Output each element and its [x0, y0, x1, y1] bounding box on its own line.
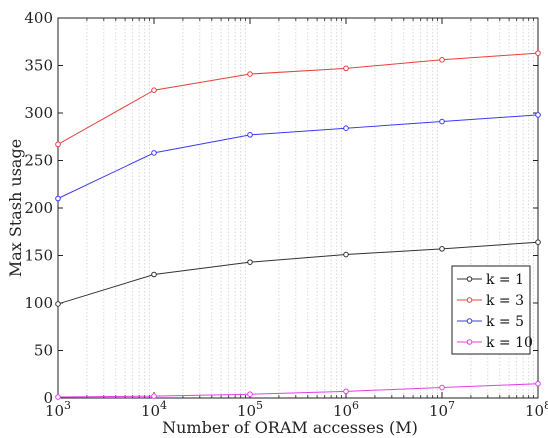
data-point — [151, 271, 157, 278]
series-line — [57, 241, 539, 305]
series-2 — [55, 112, 541, 202]
data-point — [343, 388, 349, 395]
data-point — [439, 384, 445, 391]
data-point — [439, 118, 445, 125]
data-point — [151, 150, 157, 156]
y-tick-label: 200 — [24, 199, 53, 217]
data-point — [247, 132, 253, 138]
legend-marker — [466, 276, 473, 282]
x-tick-label: 103 — [45, 399, 71, 420]
legend-entry: k = 10 — [457, 335, 533, 351]
data-point — [343, 251, 349, 258]
legend-label: k = 3 — [486, 293, 524, 309]
x-tick-label: 106 — [333, 399, 359, 420]
legend-marker — [466, 318, 473, 324]
axis-labels: Number of ORAM accesses (M) Max Stash usa… — [6, 139, 418, 437]
data-point — [55, 195, 61, 202]
grid — [86, 18, 535, 398]
data-point — [55, 141, 61, 148]
data-point — [535, 380, 541, 387]
y-tick-label: 100 — [24, 294, 53, 312]
x-tick-label: 108 — [525, 399, 548, 420]
data-point — [439, 246, 445, 252]
legend-marker — [466, 339, 473, 345]
y-tick-label: 350 — [24, 57, 53, 75]
data-point — [247, 391, 253, 398]
legend-entry: k = 1 — [457, 272, 524, 288]
series-1 — [55, 50, 541, 148]
data-point — [439, 57, 445, 63]
y-tick-label: 300 — [24, 104, 53, 122]
x-tick-label: 107 — [429, 399, 455, 420]
legend-entry: k = 5 — [457, 314, 524, 330]
data-point — [55, 301, 61, 307]
legend-label: k = 5 — [486, 314, 524, 330]
y-tick-label: 250 — [24, 152, 53, 170]
data-point — [247, 71, 253, 77]
data-point — [343, 125, 349, 131]
data-point — [535, 50, 541, 56]
y-tick-label: 50 — [34, 342, 53, 360]
data-point — [55, 394, 61, 400]
series-0 — [55, 239, 541, 307]
data-point — [343, 65, 349, 72]
series-layer — [55, 50, 541, 400]
x-tick-label: 105 — [237, 399, 263, 420]
data-point — [151, 87, 157, 93]
data-point — [247, 259, 253, 265]
y-tick-label: 400 — [24, 9, 53, 27]
axis-ticks: 0 50 100 150 200 250 300 350 400 103 104 105 106 107 1… — [24, 9, 548, 420]
x-axis-label: Number of ORAM accesses (M) — [162, 418, 418, 437]
legend-label: k = 1 — [486, 272, 524, 288]
y-tick-label: 0 — [43, 389, 53, 407]
series-line — [57, 114, 539, 199]
series-line — [57, 383, 539, 398]
legend-box — [451, 265, 531, 355]
series-3 — [55, 380, 541, 400]
data-point — [151, 393, 157, 399]
series-line — [57, 52, 539, 145]
legend-label: k = 10 — [486, 335, 533, 351]
x-tick-label: 104 — [141, 399, 167, 420]
data-point — [535, 112, 541, 118]
data-point — [535, 239, 541, 245]
legend-marker — [466, 297, 473, 303]
y-tick-label: 150 — [24, 247, 53, 265]
legend: k = 1 k = 3 k = 5 k = 10 — [451, 265, 533, 355]
y-axis-label: Max Stash usage — [6, 139, 25, 277]
legend-entry: k = 3 — [457, 293, 524, 309]
